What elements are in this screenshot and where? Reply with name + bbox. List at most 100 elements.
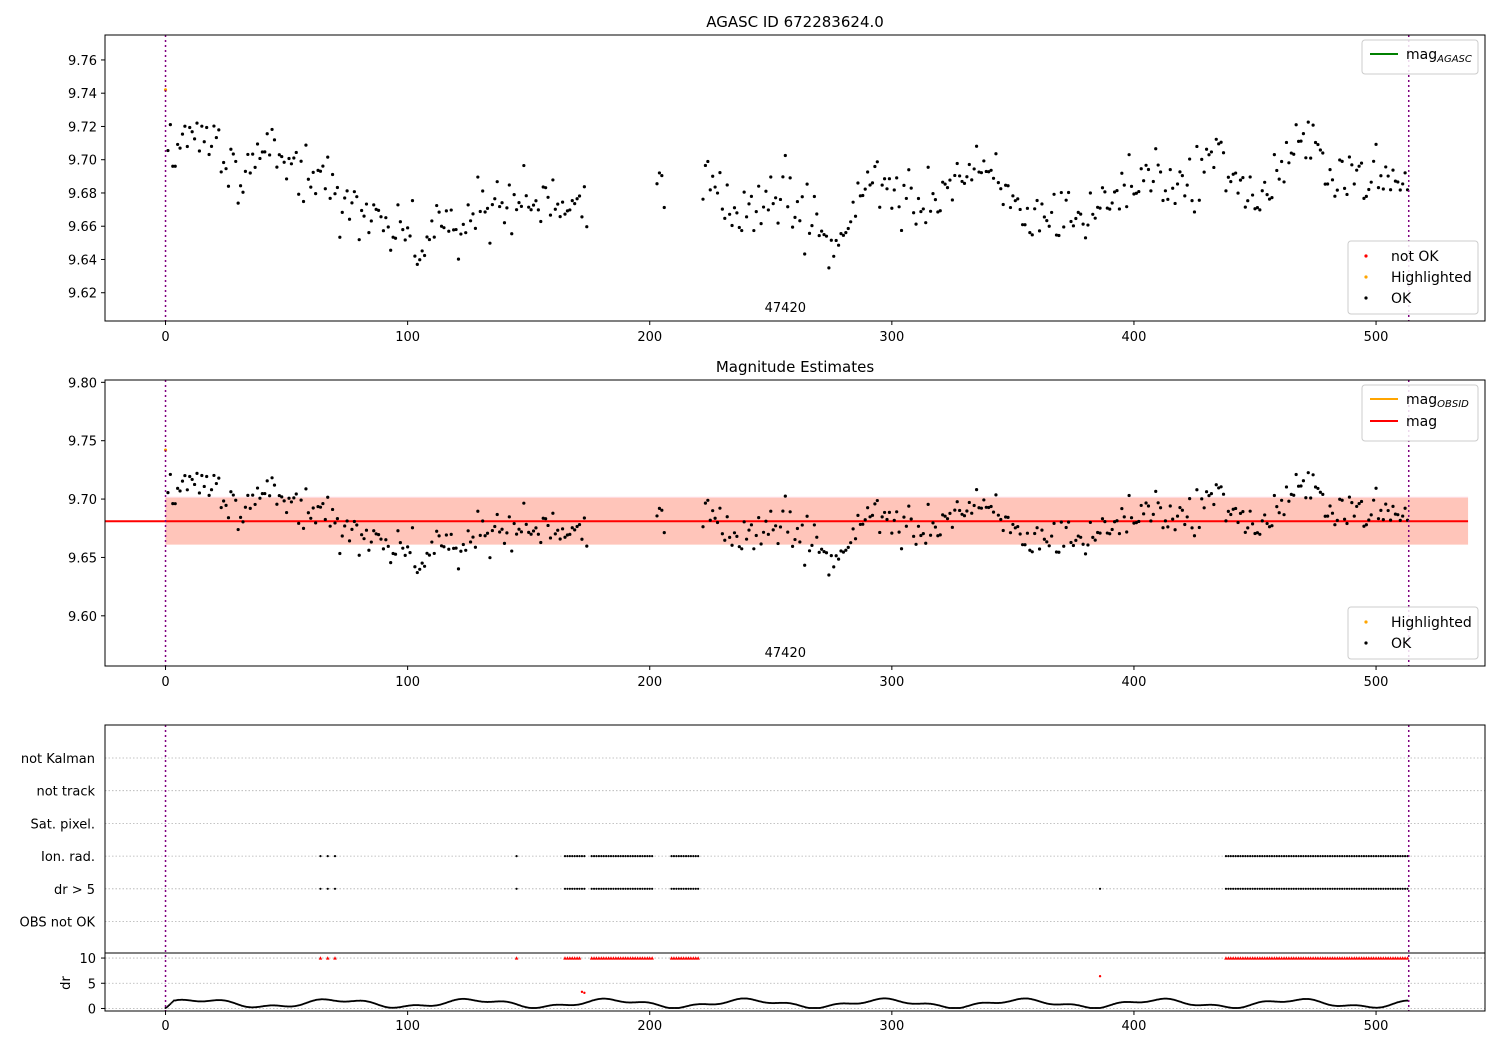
data-point-ok (1263, 513, 1267, 517)
data-point-ok (887, 177, 892, 181)
data-point-ok (1202, 506, 1206, 510)
data-point-ok (885, 517, 889, 522)
data-point-ok (778, 197, 783, 202)
data-point-ok (1372, 159, 1376, 163)
dr-clipped-marker (672, 956, 676, 960)
dr-clipped-marker (606, 956, 611, 960)
dr-clipped-marker (1270, 956, 1274, 960)
dr-clipped-marker (1306, 956, 1311, 960)
data-point-ok (916, 524, 921, 528)
dr-clipped-marker (1386, 956, 1390, 960)
data-point-ok (1042, 537, 1046, 541)
x-tick-label: 0 (161, 330, 169, 345)
legend-line-base: mag (1406, 392, 1437, 408)
data-point-ok (190, 477, 194, 482)
data-point-ok (858, 522, 862, 527)
legend-line-label: magAGASC (1406, 47, 1472, 65)
data-point-ok (1321, 492, 1325, 496)
data-point-ok (919, 209, 923, 214)
x-tick-label: 0 (161, 1019, 169, 1034)
data-point-ok (858, 194, 862, 198)
data-point-ok (1183, 194, 1187, 198)
data-point-ok (1275, 505, 1279, 509)
data-point-ok (1154, 489, 1158, 493)
flag-marker (1232, 855, 1235, 858)
data-point-ok (176, 486, 180, 490)
flag-marker (694, 855, 697, 858)
flag-marker (1258, 887, 1261, 890)
data-point-ok (544, 517, 548, 521)
data-point-ok (832, 565, 836, 569)
data-point-ok (979, 506, 984, 510)
data-point-ok (1190, 526, 1194, 530)
data-point-ok (415, 262, 419, 266)
data-point-ok (582, 516, 586, 520)
flag-marker (1261, 887, 1264, 890)
data-point-ok (757, 516, 761, 520)
dr-clipped-marker (1330, 956, 1335, 960)
data-point-ok (1149, 189, 1153, 193)
data-point-ok (1045, 540, 1049, 544)
data-point-ok (1127, 153, 1131, 157)
data-point-ok (1033, 207, 1037, 211)
data-point-ok (732, 531, 737, 535)
dr-clipped-marker (1274, 956, 1279, 960)
data-point-ok (1267, 525, 1272, 529)
data-point-ok (178, 146, 182, 150)
dr-clipped-marker (1354, 956, 1359, 960)
data-point-ok (173, 164, 177, 168)
data-point-ok (531, 203, 536, 207)
data-point-ok (304, 487, 308, 491)
flag-marker (1319, 887, 1322, 890)
data-point-ok (701, 197, 705, 201)
data-point-ok (1120, 171, 1124, 175)
data-point-ok (1398, 518, 1402, 522)
data-point-ok (1035, 198, 1039, 203)
data-point-ok (759, 542, 763, 546)
data-point-ok (297, 521, 301, 525)
data-point-ok (180, 132, 185, 136)
data-point-ok (536, 532, 540, 536)
data-point-ok (1304, 496, 1308, 500)
data-point-ok (982, 498, 986, 502)
data-point-ok (219, 170, 223, 174)
data-point-ok (938, 209, 942, 213)
data-point-ok (384, 538, 388, 542)
data-point-ok (1158, 506, 1163, 510)
data-point-ok (703, 501, 708, 505)
data-point-ok (345, 519, 349, 523)
data-point-ok (183, 124, 187, 128)
data-point-ok (766, 532, 770, 536)
data-point-ok (372, 203, 376, 207)
data-point-ok (926, 502, 930, 506)
data-point-ok (749, 523, 754, 527)
data-point-ok (280, 495, 284, 499)
data-point-ok (265, 479, 269, 483)
data-point-ok (1357, 502, 1361, 506)
data-point-ok (427, 553, 432, 557)
flag-marker (643, 855, 646, 858)
data-point-ok (323, 187, 327, 191)
flag-marker (1374, 855, 1378, 858)
data-point-ok (958, 508, 962, 513)
flag-marker (1287, 887, 1290, 890)
data-point-ok (974, 144, 979, 148)
dr-clipped-marker (684, 956, 688, 960)
flag-marker (1239, 887, 1242, 890)
data-point-ok (188, 125, 192, 130)
flag-marker (692, 855, 695, 858)
data-point-ok (1018, 532, 1022, 536)
data-point-ok (1241, 510, 1245, 514)
dr-clipped-marker (1388, 956, 1393, 960)
data-point-ok (737, 225, 741, 230)
flag-marker (1362, 887, 1366, 890)
dr-clipped-marker (1398, 956, 1403, 960)
data-point-ok (1047, 224, 1051, 228)
data-point-ok (1381, 187, 1385, 191)
flag-marker (631, 855, 634, 858)
data-point-ok (468, 540, 473, 544)
flag-marker (1236, 855, 1240, 858)
dr-clipped-marker (1342, 956, 1347, 960)
data-point-ok (246, 493, 250, 497)
flag-marker (1229, 887, 1232, 890)
